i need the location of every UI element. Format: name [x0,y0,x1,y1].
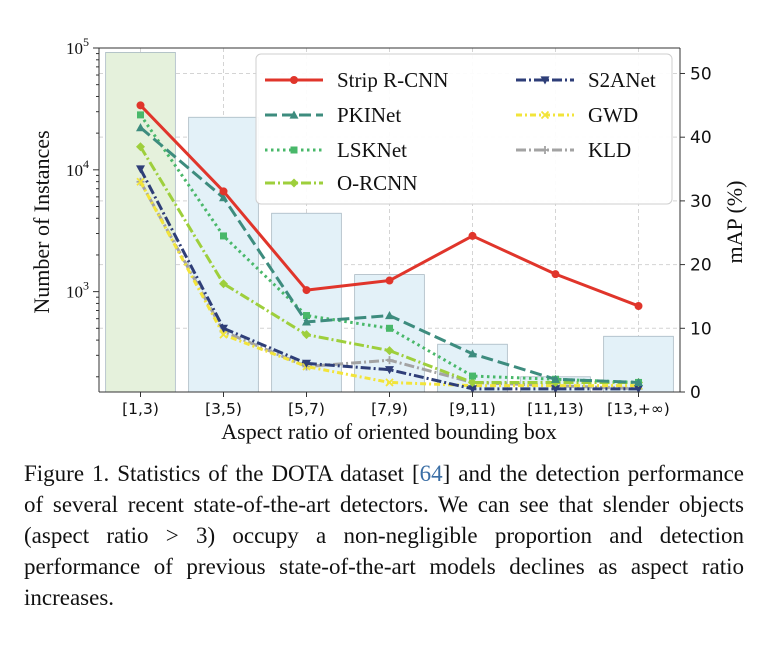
tick-labels: 103 104 105 0 10 20 30 40 50 [1,3) [3,5) [5,7) [7,9)… [66,35,712,418]
series-point [385,356,394,365]
x-tick-label: [11,13) [527,400,583,418]
series-s2anet [136,165,643,394]
legend-entry: KLD [516,138,631,162]
series-point [468,231,477,240]
figure-caption: Figure 1. Statistics of the DOTA dataset… [24,458,744,613]
right-tick-label: 50 [690,64,712,84]
legend-label: KLD [588,138,631,162]
series-point [136,142,145,152]
axes [93,47,685,397]
series-point [468,349,477,358]
series-point [634,385,643,394]
series-point [219,330,228,339]
legend-label: S2ANet [588,68,656,92]
legend-entry: GWD [516,103,638,127]
right-tick-label: 40 [690,128,712,148]
series-point [302,286,311,295]
series-point [302,330,311,340]
series-point [551,385,560,394]
series-point [551,270,560,279]
left-tick-label: 104 [66,157,89,180]
series-point [386,324,393,332]
series-point [136,165,145,174]
x-tick-label: [3,5) [205,400,242,418]
x-tick-label: [5,7) [288,400,325,418]
y-axis-label-left: Number of Instances [29,130,54,313]
left-tick-label: 103 [66,279,89,302]
right-tick-label: 30 [690,192,712,212]
series-point [634,377,643,387]
series-point [219,193,228,202]
series-point [468,385,477,394]
right-tick-label: 0 [690,383,701,403]
right-tick-label: 20 [690,256,712,276]
series-point [136,177,145,186]
legend: Strip R-CNN PKINet LSKNet O-RCNN S2ANet GWD KL… [255,53,673,205]
left-tick-label: 105 [66,35,89,58]
x-axis-label: Aspect ratio of oriented bounding box [221,419,556,444]
citation-link[interactable]: 64 [419,461,443,486]
legend-entry: Strip R-CNN [265,68,448,92]
x-tick-label: [1,3) [122,400,159,418]
x-tick-label: [9,11) [449,400,496,418]
legend-label: PKINet [337,103,401,127]
legend-label: Strip R-CNN [337,68,448,92]
series-point [136,101,145,110]
series-point [385,311,394,320]
series-pkinet [136,123,643,387]
series-point [385,346,394,356]
series-point [303,312,310,320]
y-axis-label-right: mAP (%) [722,181,747,264]
figure-chart: Strip R-CNN PKINet LSKNet O-RCNN S2ANet GWD KL… [29,35,747,444]
series-point [136,123,145,132]
legend-entry: LSKNet [265,138,407,162]
series-point [469,372,476,380]
legend-entry: O-RCNN [265,171,418,195]
series-point [220,232,227,240]
series-point [219,187,228,196]
line-series [136,101,643,394]
series-point [137,111,144,119]
series-point [540,110,550,120]
series-point [289,178,299,188]
series-point [541,146,549,154]
series-point [385,378,394,387]
series-point [302,359,311,368]
x-tick-label: [7,9) [371,400,408,418]
caption-text-end: ] and the detection performance of sever… [24,461,744,610]
legend-label: LSKNet [337,138,407,162]
x-tick-label: [13,+∞) [607,400,670,418]
series-point [540,76,550,85]
legend-entry: PKINet [265,103,401,127]
bar [354,274,425,393]
legend-label: GWD [588,103,638,127]
series-point [634,302,643,310]
series-point [290,146,298,154]
series-point [302,317,311,326]
series-point [468,377,477,387]
series-point [289,110,299,119]
legend-box [255,53,673,205]
series-point [219,279,228,289]
caption-text-start: Figure 1. Statistics of the DOTA dataset… [24,461,420,486]
series-point [551,374,560,383]
series-point [290,76,298,84]
series-point [219,324,228,333]
legend-label: O-RCNN [337,171,418,195]
series-point [385,366,394,375]
bar [188,116,259,393]
series-strip-r-cnn [136,101,643,310]
series-point [385,276,394,285]
right-tick-label: 10 [690,319,712,339]
legend-entry: S2ANet [516,68,656,92]
